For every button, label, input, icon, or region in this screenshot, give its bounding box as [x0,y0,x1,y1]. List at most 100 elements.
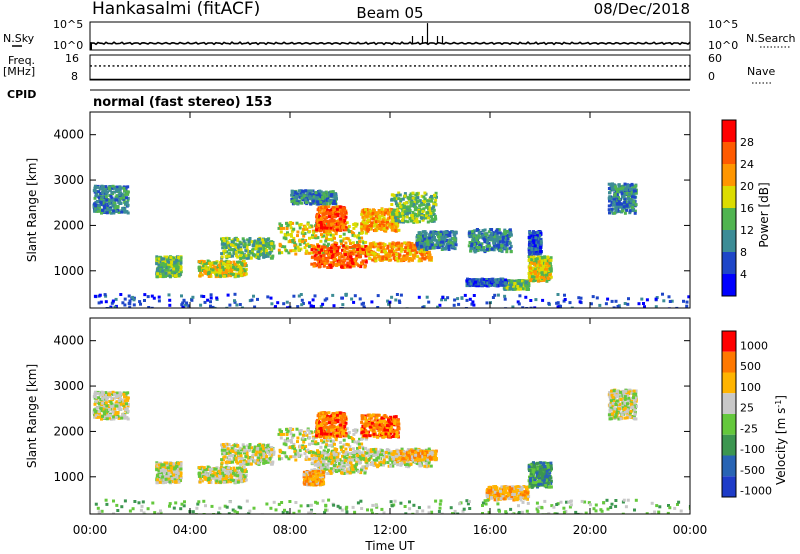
data-cell [321,253,325,257]
data-cell [309,202,313,206]
data-cell [517,279,521,283]
data-cell [226,272,230,276]
data-cell [499,248,503,252]
data-cell [111,186,115,190]
data-cell [494,232,498,236]
data-cell [330,222,333,226]
data-cell [481,233,485,237]
data-cell [386,253,390,257]
data-cell [368,256,372,260]
data-cell [386,244,390,248]
data-cell [244,254,248,258]
data-cell [293,248,297,252]
data-cell [534,236,538,240]
data-cell [421,256,425,260]
data-cell [114,205,118,209]
data-cell [177,274,181,278]
data-cell [177,255,181,259]
data-cell [416,196,420,200]
data-cell [521,306,525,308]
data-cell [507,279,511,283]
data-cell [161,261,165,265]
data-cell [633,209,637,213]
data-cell [315,251,319,255]
data-cell [92,189,96,193]
data-cell [384,211,388,215]
data-cell [293,195,297,199]
data-cell [113,305,117,308]
data-cell [175,261,179,265]
data-cell [266,252,270,256]
data-cell [124,202,128,206]
data-cell [425,211,429,215]
data-cell [504,237,508,241]
data-cell [508,234,512,238]
data-cell [399,197,403,201]
data-cell [334,243,338,247]
data-cell [353,258,357,262]
data-cell [329,226,333,230]
data-cell [632,191,636,195]
data-cell [292,199,295,203]
data-cell [256,253,259,257]
data-cell [166,260,170,264]
data-cell [197,268,201,272]
data-cell [307,251,311,255]
data-cell [256,255,260,259]
data-cell [97,190,101,194]
data-cell [405,215,409,219]
data-cell [379,246,383,250]
data-cell [330,198,334,202]
data-cell [427,202,431,206]
data-cell [419,242,423,246]
data-cell [408,243,412,247]
data-cell [214,271,218,275]
data-cell [397,212,401,216]
data-cell [625,204,629,208]
data-cell [270,302,274,306]
data-cell [423,200,427,204]
data-cell [534,263,538,267]
data-cell [433,214,437,218]
data-cell [208,261,212,265]
data-cell [321,212,325,216]
data-cell [496,243,500,247]
data-cell [424,241,428,245]
data-cell [595,296,599,300]
data-cell [318,189,322,193]
freq-right-tick-low: 0 [708,70,715,83]
data-cell [502,245,506,249]
data-cell [419,235,422,239]
data-cell [390,250,393,254]
data-cell [418,204,422,208]
data-cell [318,215,322,219]
data-cell [436,239,440,243]
data-cell [404,246,408,250]
data-cell [214,275,218,279]
data-cell [307,245,311,249]
data-cell [179,268,183,272]
data-cell [610,184,614,187]
data-cell [373,256,376,260]
data-cell [350,297,354,301]
data-cell [346,228,350,232]
data-cell [374,256,378,260]
data-cell [404,212,408,215]
data-cell [125,210,129,214]
data-cell [291,239,295,242]
data-cell [334,232,338,236]
data-cell [243,263,247,267]
data-cell [390,193,394,197]
data-cell [215,268,219,272]
data-cell [227,260,231,264]
data-cell [255,244,259,248]
data-cell [282,302,286,306]
data-cell [374,244,378,248]
data-cell [623,302,627,305]
data-cell [247,253,251,257]
data-cell [325,216,328,220]
data-cell [412,200,416,204]
data-cell [402,254,406,258]
freq-right-tick-high: 60 [708,52,722,65]
data-cell [453,238,457,242]
